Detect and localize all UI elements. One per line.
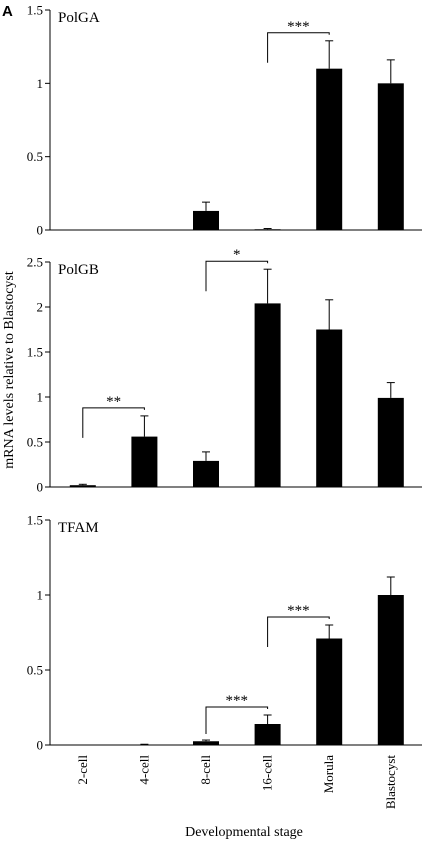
bar [377, 397, 404, 487]
bar [316, 68, 343, 231]
y-tick-label: 0 [37, 223, 44, 238]
significance-bracket [82, 407, 145, 438]
bar [254, 229, 281, 230]
y-tick-label: 2.5 [27, 255, 43, 270]
y-tick-label: 0.5 [27, 663, 43, 678]
bar [316, 638, 343, 745]
y-tick-label: 1 [37, 76, 44, 91]
category-label: Morula [321, 755, 336, 794]
bar [377, 595, 404, 745]
category-label: 4-cell [136, 755, 151, 785]
significance-label: ** [106, 394, 121, 410]
category-labels: 2-cell 4-cell 8-cell 16-cell Morula Blastocys… [75, 755, 398, 810]
bar [377, 83, 404, 230]
x-axis-label: Developmental stage [185, 825, 303, 840]
bar [193, 460, 219, 487]
bar [131, 436, 158, 487]
significance-label: * [233, 247, 241, 263]
panel-letter: A [2, 3, 13, 20]
y-tick-label: 0 [37, 480, 44, 495]
y-tick-label: 2 [37, 300, 44, 315]
y-tick-label: 1.5 [27, 3, 43, 18]
panel-PolGB: 00.511.522.5 PolGB*** [27, 247, 422, 495]
bar [193, 741, 219, 745]
y-tick-label: 1.5 [27, 345, 43, 360]
significance-label: *** [287, 19, 310, 35]
y-tick-label: 0.5 [27, 149, 43, 164]
bar [316, 329, 343, 487]
significance-bracket [267, 32, 330, 63]
category-label: 2-cell [75, 755, 90, 785]
panel-title: PolGA [58, 10, 100, 26]
bar [254, 724, 281, 745]
panel-PolGA: 0 0.5 1 1.5 PolGA *** [27, 3, 422, 238]
y-tick-label: 1.5 [27, 513, 43, 528]
bar [254, 303, 281, 487]
y-tick-label: 0 [37, 738, 44, 753]
significance-bracket [267, 616, 330, 647]
category-label: 8-cell [198, 755, 213, 785]
category-label: 16-cell [260, 755, 275, 791]
bar [193, 210, 219, 230]
panel-TFAM: 0 0.5 1 1.5 TFAM *** *** [27, 513, 422, 753]
y-tick-label: 1 [37, 390, 44, 405]
significance-label: *** [226, 693, 249, 709]
y-tick-label: 0.5 [27, 435, 43, 450]
category-label: Blastocyst [383, 755, 398, 810]
panel-title: TFAM [58, 520, 99, 536]
significance-label: *** [287, 603, 310, 619]
y-tick-label: 1 [37, 588, 44, 603]
bar [69, 485, 96, 487]
chart-panels: 00.511.5 PolGA***00.511.522.5 PolGB***00.5… [27, 3, 422, 753]
y-axis-label: mRNA levels relative to Blastocyst [2, 271, 17, 469]
significance-bracket [205, 706, 269, 735]
panel-title: PolGB [58, 262, 99, 278]
significance-bracket [205, 260, 269, 292]
